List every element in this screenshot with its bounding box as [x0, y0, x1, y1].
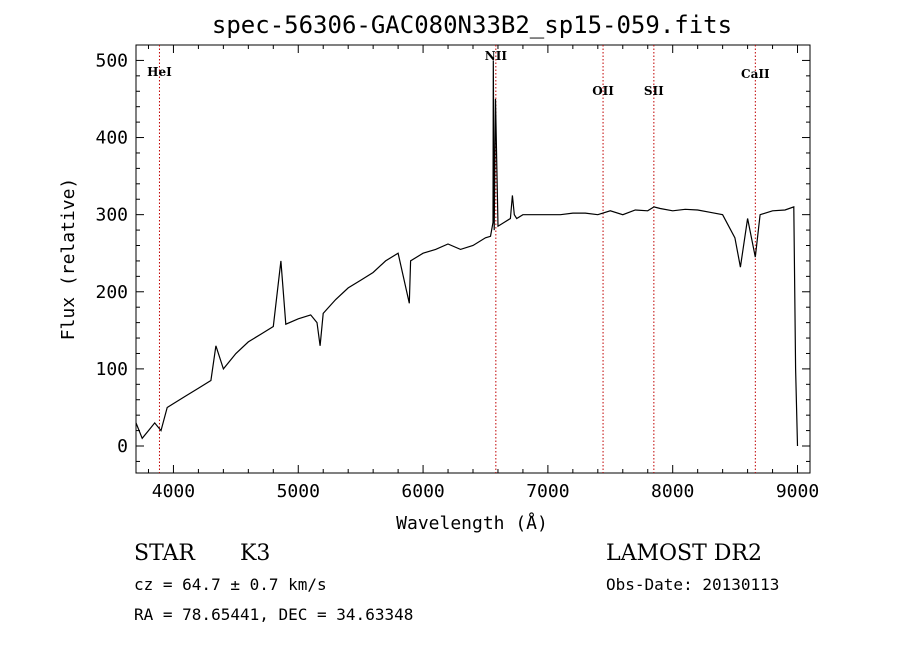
line-markers: HeI NII OII SII CaII	[147, 45, 770, 473]
marker-label-caii: CaII	[741, 67, 770, 81]
y-tick-label-2: 200	[95, 282, 128, 303]
marker-label-oii: OII	[592, 84, 614, 98]
spectrum-series-line	[135, 60, 799, 447]
redshift-cz: cz = 64.7 ± 0.7 km/s	[134, 575, 327, 594]
marker-label-hei: HeI	[147, 65, 172, 79]
y-tick-label-0: 0	[117, 436, 128, 457]
x-tick-label-1: 5000	[277, 481, 320, 502]
y-tick-label-5: 500	[95, 50, 128, 71]
object-subclass: K3	[240, 541, 270, 566]
object-type: STAR	[134, 541, 196, 566]
observation-date: Obs-Date: 20130113	[606, 575, 779, 594]
survey-name: LAMOST DR2	[606, 541, 762, 566]
plot-frame	[135, 44, 811, 474]
x-axis-label: Wavelength (Å)	[396, 512, 548, 534]
x-tick-label-5: 9000	[776, 481, 819, 502]
ra-dec: RA = 78.65441, DEC = 34.63348	[134, 605, 413, 624]
y-tick-label-4: 400	[95, 128, 128, 149]
x-tick-label-0: 4000	[152, 481, 195, 502]
x-tick-label-3: 7000	[526, 481, 569, 502]
marker-label-nii: NII	[485, 49, 508, 63]
y-tick-label-3: 300	[95, 205, 128, 226]
y-tick-label-1: 100	[95, 359, 128, 380]
chart-title: spec-56306-GAC080N33B2_sp15-059.fits	[212, 11, 732, 39]
y-axis-label: Flux (relative)	[58, 178, 79, 341]
axis-ticks: 4000 5000 6000 7000 8000 9000 0 100 200 300 400 500	[95, 44, 819, 502]
x-tick-label-2: 6000	[401, 481, 444, 502]
marker-label-sii: SII	[644, 84, 664, 98]
x-tick-label-4: 8000	[651, 481, 694, 502]
